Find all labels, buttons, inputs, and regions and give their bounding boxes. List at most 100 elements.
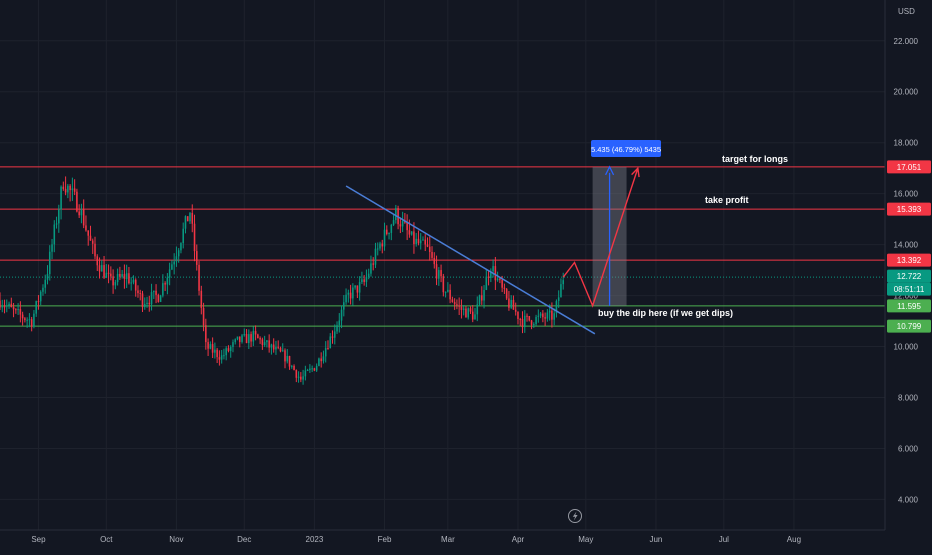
candle-body bbox=[17, 309, 19, 311]
candle-body bbox=[164, 283, 166, 285]
candle-body bbox=[10, 303, 13, 308]
candle-body bbox=[510, 299, 512, 308]
buy-dip-label: buy the dip here (if we get dips) bbox=[598, 308, 733, 318]
candle-body bbox=[438, 270, 440, 279]
candle-body bbox=[143, 303, 146, 308]
candle-body bbox=[195, 251, 198, 265]
candle-body bbox=[406, 222, 408, 231]
candle-body bbox=[358, 282, 361, 293]
price-tick-label: 6.000 bbox=[898, 444, 919, 453]
price-tag-label: 12.722 bbox=[897, 272, 922, 281]
candle-body bbox=[496, 278, 499, 281]
candle-body bbox=[295, 370, 298, 378]
candle-body bbox=[121, 274, 123, 277]
time-tick-label: Mar bbox=[441, 535, 455, 544]
candle-body bbox=[431, 251, 433, 258]
candle-body bbox=[302, 376, 304, 380]
projection-arrow[interactable] bbox=[562, 167, 639, 308]
measure-label-box bbox=[591, 140, 661, 157]
candle-body bbox=[501, 279, 503, 288]
candle-body bbox=[521, 318, 524, 328]
candle-body bbox=[134, 279, 137, 291]
candle-body bbox=[28, 319, 31, 321]
candle-body bbox=[363, 279, 365, 282]
candle-body bbox=[214, 349, 216, 353]
price-tick-label: 4.000 bbox=[898, 495, 919, 504]
candle-body bbox=[433, 257, 436, 265]
candle-body bbox=[180, 243, 182, 251]
candle-body bbox=[533, 324, 535, 326]
candle-body bbox=[91, 240, 94, 244]
candle-body bbox=[471, 311, 474, 320]
candle-body bbox=[465, 308, 467, 318]
candle-body bbox=[383, 229, 386, 247]
candle-body bbox=[234, 339, 237, 343]
candle-body bbox=[311, 368, 313, 370]
candle-body bbox=[220, 355, 223, 360]
time-tick-label: Sep bbox=[31, 535, 46, 544]
candle-body bbox=[347, 292, 350, 295]
candle-body bbox=[478, 295, 481, 305]
candle-body bbox=[485, 276, 488, 291]
candle-body bbox=[440, 270, 442, 277]
price-tag-label: 11.595 bbox=[897, 302, 921, 311]
candle-body bbox=[243, 333, 246, 336]
candle-body bbox=[413, 231, 415, 245]
candle-body bbox=[503, 287, 506, 289]
candle-body bbox=[519, 318, 522, 320]
time-axis[interactable]: Sep Oct Nov Dec 2023 Feb Mar Apr May Jun Jul Aug bbox=[31, 535, 801, 544]
candle-body bbox=[15, 309, 17, 311]
candle-body bbox=[505, 288, 508, 299]
candle-body bbox=[514, 309, 517, 312]
candle-body bbox=[175, 256, 178, 262]
price-tag bbox=[887, 269, 931, 283]
candle-body bbox=[53, 224, 56, 245]
candle-body bbox=[318, 358, 320, 366]
price-tag bbox=[887, 299, 931, 313]
candle-body bbox=[376, 248, 379, 250]
candle-body bbox=[216, 349, 218, 358]
candle-body bbox=[64, 188, 67, 193]
candle-body bbox=[483, 290, 485, 301]
candle-body bbox=[349, 292, 352, 299]
candle-body bbox=[562, 280, 565, 285]
price-tag-label: 17.051 bbox=[897, 163, 922, 172]
candle-body bbox=[517, 311, 519, 319]
trendline[interactable] bbox=[345, 185, 596, 335]
price-tag bbox=[887, 319, 931, 333]
price-tick-label: 20.000 bbox=[894, 88, 919, 97]
candle-body bbox=[257, 334, 259, 339]
candle-body bbox=[365, 276, 368, 282]
candle-body bbox=[401, 220, 404, 227]
price-tag-label: 10.799 bbox=[897, 322, 922, 331]
drawings[interactable] bbox=[345, 165, 640, 335]
candle-body bbox=[297, 376, 300, 378]
candle-body bbox=[202, 308, 205, 326]
candle-body bbox=[385, 229, 388, 235]
lightning-icon[interactable] bbox=[568, 509, 582, 523]
price-axis[interactable]: USD 22.000 20.000 18.000 16.000 14.000 12.000… bbox=[894, 7, 919, 504]
candle-body bbox=[555, 301, 558, 314]
candle-body bbox=[340, 309, 343, 321]
projection-arrow-head bbox=[631, 166, 640, 178]
candle-body bbox=[232, 342, 234, 347]
candle-body bbox=[548, 310, 551, 313]
candle-body bbox=[110, 273, 112, 277]
candle-body bbox=[42, 287, 44, 292]
candle-body bbox=[250, 334, 252, 342]
candle-body bbox=[248, 334, 250, 344]
candle-body bbox=[499, 278, 501, 280]
candle-body bbox=[309, 368, 311, 371]
price-tick-label: 22.000 bbox=[894, 37, 919, 46]
price-tag bbox=[887, 282, 931, 296]
horizontal-levels[interactable] bbox=[0, 166, 885, 327]
candle-body bbox=[458, 305, 460, 307]
candle-body bbox=[76, 191, 78, 212]
price-tick-label: 8.000 bbox=[898, 394, 919, 403]
candle-body bbox=[173, 261, 175, 265]
candle-body bbox=[245, 333, 248, 344]
candle-body bbox=[82, 209, 85, 226]
candle-body bbox=[132, 279, 135, 283]
